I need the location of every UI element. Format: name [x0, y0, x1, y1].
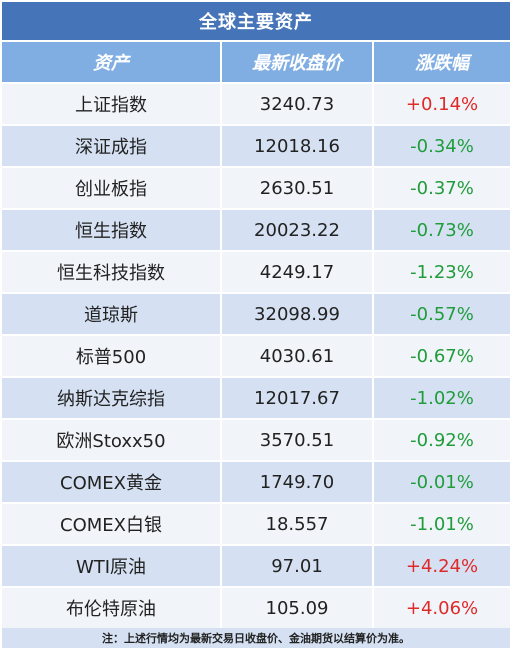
- cell-price: 18.557: [222, 504, 374, 544]
- cell-change: -0.57%: [374, 294, 510, 334]
- cell-price: 97.01: [222, 546, 374, 586]
- cell-price: 2630.51: [222, 168, 374, 208]
- cell-asset: 欧洲Stoxx50: [2, 420, 222, 460]
- table-header-row: 资产 最新收盘价 涨跌幅: [2, 42, 510, 82]
- cell-change: -0.92%: [374, 420, 510, 460]
- cell-price: 4249.17: [222, 252, 374, 292]
- cell-price: 12018.16: [222, 126, 374, 166]
- cell-change: -0.67%: [374, 336, 510, 376]
- table-row: WTI原油 97.01 +4.24%: [2, 546, 510, 586]
- table-title: 全球主要资产: [2, 2, 510, 40]
- cell-asset: 标普500: [2, 336, 222, 376]
- cell-change: -0.73%: [374, 210, 510, 250]
- cell-asset: 道琼斯: [2, 294, 222, 334]
- cell-asset: 布伦特原油: [2, 588, 222, 628]
- cell-change: -0.37%: [374, 168, 510, 208]
- cell-price: 20023.22: [222, 210, 374, 250]
- cell-change: -0.01%: [374, 462, 510, 502]
- header-change: 涨跌幅: [374, 42, 510, 82]
- cell-price: 4030.61: [222, 336, 374, 376]
- cell-asset: 上证指数: [2, 84, 222, 124]
- table-row: 恒生科技指数 4249.17 -1.23%: [2, 252, 510, 292]
- cell-asset: COMEX白银: [2, 504, 222, 544]
- cell-change: +4.24%: [374, 546, 510, 586]
- cell-asset: 恒生科技指数: [2, 252, 222, 292]
- cell-price: 12017.67: [222, 378, 374, 418]
- table-row: 欧洲Stoxx50 3570.51 -0.92%: [2, 420, 510, 460]
- header-asset: 资产: [2, 42, 222, 82]
- cell-change: -1.23%: [374, 252, 510, 292]
- table-row: COMEX白银 18.557 -1.01%: [2, 504, 510, 544]
- cell-asset: 创业板指: [2, 168, 222, 208]
- table-body: 上证指数 3240.73 +0.14% 深证成指 12018.16 -0.34% 创业板指 2…: [2, 84, 510, 630]
- header-price: 最新收盘价: [222, 42, 374, 82]
- cell-price: 105.09: [222, 588, 374, 628]
- table-row: 上证指数 3240.73 +0.14%: [2, 84, 510, 124]
- cell-price: 1749.70: [222, 462, 374, 502]
- table-row: 布伦特原油 105.09 +4.06%: [2, 588, 510, 628]
- cell-price: 32098.99: [222, 294, 374, 334]
- table-row: COMEX黄金 1749.70 -0.01%: [2, 462, 510, 502]
- cell-change: +0.14%: [374, 84, 510, 124]
- table-row: 恒生指数 20023.22 -0.73%: [2, 210, 510, 250]
- cell-asset: 纳斯达克综指: [2, 378, 222, 418]
- cell-price: 3570.51: [222, 420, 374, 460]
- cell-asset: 恒生指数: [2, 210, 222, 250]
- table-row: 创业板指 2630.51 -0.37%: [2, 168, 510, 208]
- cell-change: -1.01%: [374, 504, 510, 544]
- cell-asset: WTI原油: [2, 546, 222, 586]
- table-row: 标普500 4030.61 -0.67%: [2, 336, 510, 376]
- footnote: 注：上述行情均为最新交易日收盘价、金油期货以结算价为准。: [2, 628, 510, 648]
- cell-price: 3240.73: [222, 84, 374, 124]
- table-row: 深证成指 12018.16 -0.34%: [2, 126, 510, 166]
- cell-change: +4.06%: [374, 588, 510, 628]
- cell-asset: 深证成指: [2, 126, 222, 166]
- cell-change: -0.34%: [374, 126, 510, 166]
- cell-change: -1.02%: [374, 378, 510, 418]
- table-row: 纳斯达克综指 12017.67 -1.02%: [2, 378, 510, 418]
- table-row: 道琼斯 32098.99 -0.57%: [2, 294, 510, 334]
- cell-asset: COMEX黄金: [2, 462, 222, 502]
